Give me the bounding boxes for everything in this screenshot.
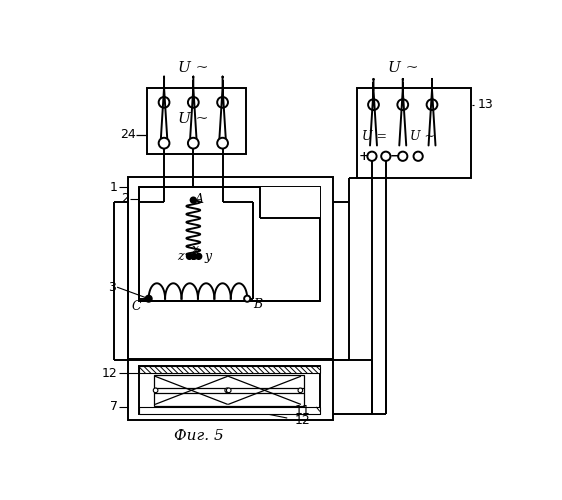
- Text: 12: 12: [295, 414, 311, 427]
- Text: B: B: [253, 298, 262, 312]
- Text: 3: 3: [108, 280, 116, 293]
- Circle shape: [146, 296, 152, 302]
- Bar: [139, 366, 320, 414]
- Bar: [128, 360, 333, 420]
- Circle shape: [368, 100, 379, 110]
- Text: 13: 13: [478, 98, 493, 111]
- Text: U ~: U ~: [178, 112, 209, 126]
- Circle shape: [225, 388, 229, 392]
- Bar: [154, 375, 304, 406]
- Circle shape: [191, 198, 196, 203]
- Text: A: A: [195, 193, 204, 206]
- Circle shape: [188, 97, 199, 108]
- Circle shape: [217, 138, 228, 148]
- Bar: [260, 187, 320, 218]
- Circle shape: [196, 254, 201, 259]
- Bar: [139, 366, 320, 374]
- Text: 7: 7: [110, 400, 118, 413]
- Circle shape: [226, 388, 231, 392]
- Text: z: z: [178, 250, 184, 263]
- Circle shape: [397, 100, 408, 110]
- Text: U ~: U ~: [178, 60, 209, 74]
- Bar: [139, 408, 320, 414]
- Circle shape: [158, 97, 170, 108]
- Text: 1: 1: [110, 180, 118, 194]
- Text: 11: 11: [295, 404, 311, 417]
- Text: U ~: U ~: [410, 130, 434, 143]
- Circle shape: [187, 254, 192, 259]
- Bar: [147, 88, 246, 154]
- Circle shape: [298, 388, 303, 392]
- Circle shape: [427, 100, 437, 110]
- Circle shape: [244, 296, 250, 302]
- Text: −: −: [390, 150, 400, 163]
- Circle shape: [192, 254, 197, 259]
- Text: +: +: [358, 150, 369, 163]
- Text: U ~: U ~: [388, 60, 418, 74]
- Circle shape: [158, 138, 170, 148]
- Text: U =: U =: [362, 130, 387, 143]
- Circle shape: [414, 152, 423, 161]
- Bar: [128, 177, 333, 359]
- Text: 24: 24: [120, 128, 135, 141]
- Text: C: C: [132, 300, 141, 313]
- Circle shape: [188, 138, 199, 148]
- Text: y: y: [205, 250, 212, 263]
- Text: 12: 12: [102, 367, 118, 380]
- Bar: [356, 88, 470, 178]
- Circle shape: [368, 152, 377, 161]
- Circle shape: [217, 97, 228, 108]
- Circle shape: [398, 152, 407, 161]
- Text: x: x: [192, 243, 199, 256]
- Circle shape: [153, 388, 158, 392]
- Circle shape: [381, 152, 391, 161]
- Text: Фиг. 5: Фиг. 5: [174, 429, 224, 443]
- Bar: [139, 187, 320, 301]
- Text: 2: 2: [121, 192, 129, 205]
